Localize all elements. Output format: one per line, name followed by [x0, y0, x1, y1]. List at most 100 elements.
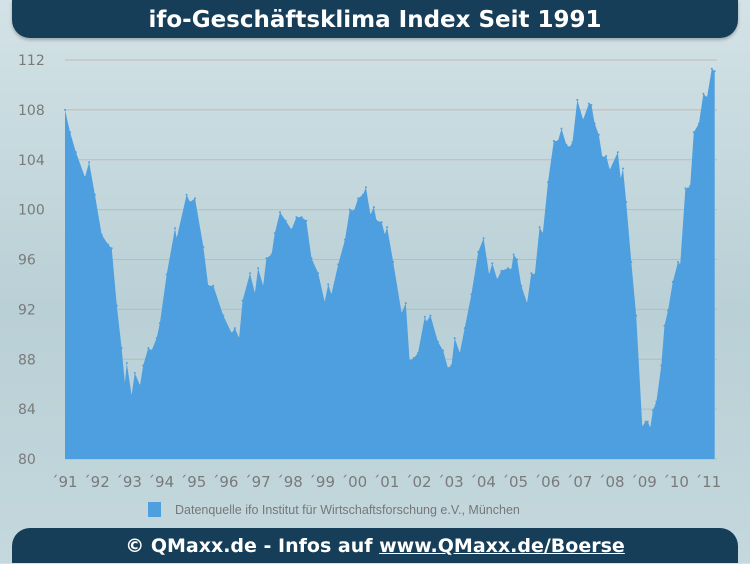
x-tick-label: ´98 [276, 473, 303, 491]
data-point [491, 262, 494, 265]
legend-swatch [148, 502, 161, 517]
data-point [552, 140, 555, 142]
data-point [357, 197, 360, 200]
x-tick-label: ´08 [598, 473, 625, 491]
data-point [212, 284, 215, 287]
y-tick-label: 96 [18, 253, 36, 269]
footer-banner: © QMaxx.de - Infos auf www.QMaxx.de/Boer… [12, 528, 738, 563]
data-point [110, 247, 113, 250]
data-point [133, 372, 136, 374]
data-point [667, 309, 669, 312]
data-point [593, 122, 596, 125]
data-point [516, 258, 519, 261]
data-point [372, 206, 375, 209]
data-point [660, 364, 663, 367]
data-point [692, 131, 695, 134]
data-point [625, 201, 628, 204]
x-tick-label: ´05 [501, 473, 528, 491]
data-point [222, 314, 225, 317]
data-point [337, 263, 340, 266]
y-tick-label: 112 [18, 53, 45, 69]
data-point [353, 209, 355, 212]
data-point [165, 273, 168, 276]
data-point [74, 151, 77, 154]
legend: Datenquelle ifo Institut für Wirtschafts… [148, 502, 520, 517]
data-point [565, 143, 568, 146]
series-area-fill [65, 68, 715, 459]
data-point [230, 332, 233, 335]
data-point [273, 232, 276, 235]
data-point [547, 181, 549, 184]
data-point [270, 253, 273, 256]
x-axis-ticks: ´91 ´92 ´93 ´94 ´95 ´96 ´97 ´98 ´99 ´00 ´01 ´02 ´03 ´… [51, 473, 721, 491]
x-tick-label: ´96 [212, 473, 239, 491]
data-point [64, 108, 66, 111]
data-point [404, 302, 407, 305]
data-point [710, 67, 713, 70]
data-point [635, 314, 638, 317]
data-point [512, 253, 515, 256]
x-tick-label: ´07 [566, 473, 593, 491]
y-tick-label: 88 [18, 352, 36, 368]
data-point [671, 280, 674, 283]
data-point [541, 232, 544, 235]
data-point [265, 257, 268, 260]
data-point [202, 246, 205, 248]
data-point [69, 131, 72, 134]
footer-link[interactable]: www.QMaxx.de/Boerse [379, 535, 625, 557]
x-tick-label: ´10 [662, 473, 689, 491]
data-point [158, 322, 161, 325]
x-tick-label: ´09 [630, 473, 657, 491]
x-tick-label: ´11 [695, 473, 722, 491]
x-tick-label: ´94 [148, 473, 175, 491]
legend-label: Datenquelle ifo Institut für Wirtschafts… [175, 502, 520, 517]
data-point [706, 96, 708, 99]
data-point [155, 337, 158, 340]
data-point [446, 367, 449, 369]
data-point [608, 168, 611, 171]
data-point [510, 268, 513, 271]
data-point [412, 357, 415, 359]
data-point [362, 193, 364, 196]
data-point [392, 261, 395, 263]
data-point [125, 362, 128, 364]
data-point [619, 177, 622, 180]
data-point [188, 201, 191, 204]
data-point [520, 284, 523, 287]
data-point [590, 103, 593, 106]
data-point [262, 284, 265, 287]
x-tick-label: ´00 [341, 473, 368, 491]
data-point [477, 251, 480, 253]
data-point [348, 208, 351, 211]
data-point [115, 304, 118, 307]
data-point [605, 155, 608, 157]
data-point [241, 299, 244, 302]
data-point [408, 359, 411, 362]
x-tick-label: ´04 [469, 473, 496, 491]
data-point [327, 283, 330, 286]
data-point [697, 122, 700, 125]
x-tick-label: ´91 [51, 473, 78, 491]
x-tick-label: ´93 [115, 473, 142, 491]
series-area [64, 67, 716, 459]
x-tick-label: ´92 [83, 473, 110, 491]
data-point [233, 327, 236, 330]
data-point [174, 227, 176, 230]
y-tick-label: 92 [18, 302, 36, 318]
data-point [386, 226, 389, 229]
data-point [139, 384, 141, 387]
data-point [568, 146, 571, 149]
data-point [123, 381, 126, 384]
data-point [425, 320, 428, 323]
x-tick-label: ´01 [373, 473, 400, 491]
data-point [295, 216, 298, 219]
data-point [500, 269, 503, 272]
data-point [687, 187, 689, 190]
data-point [689, 184, 692, 187]
data-point [684, 187, 687, 190]
data-point [400, 312, 403, 315]
data-point [557, 140, 559, 142]
data-point [290, 228, 293, 231]
data-point [655, 400, 658, 403]
data-point [644, 420, 647, 423]
